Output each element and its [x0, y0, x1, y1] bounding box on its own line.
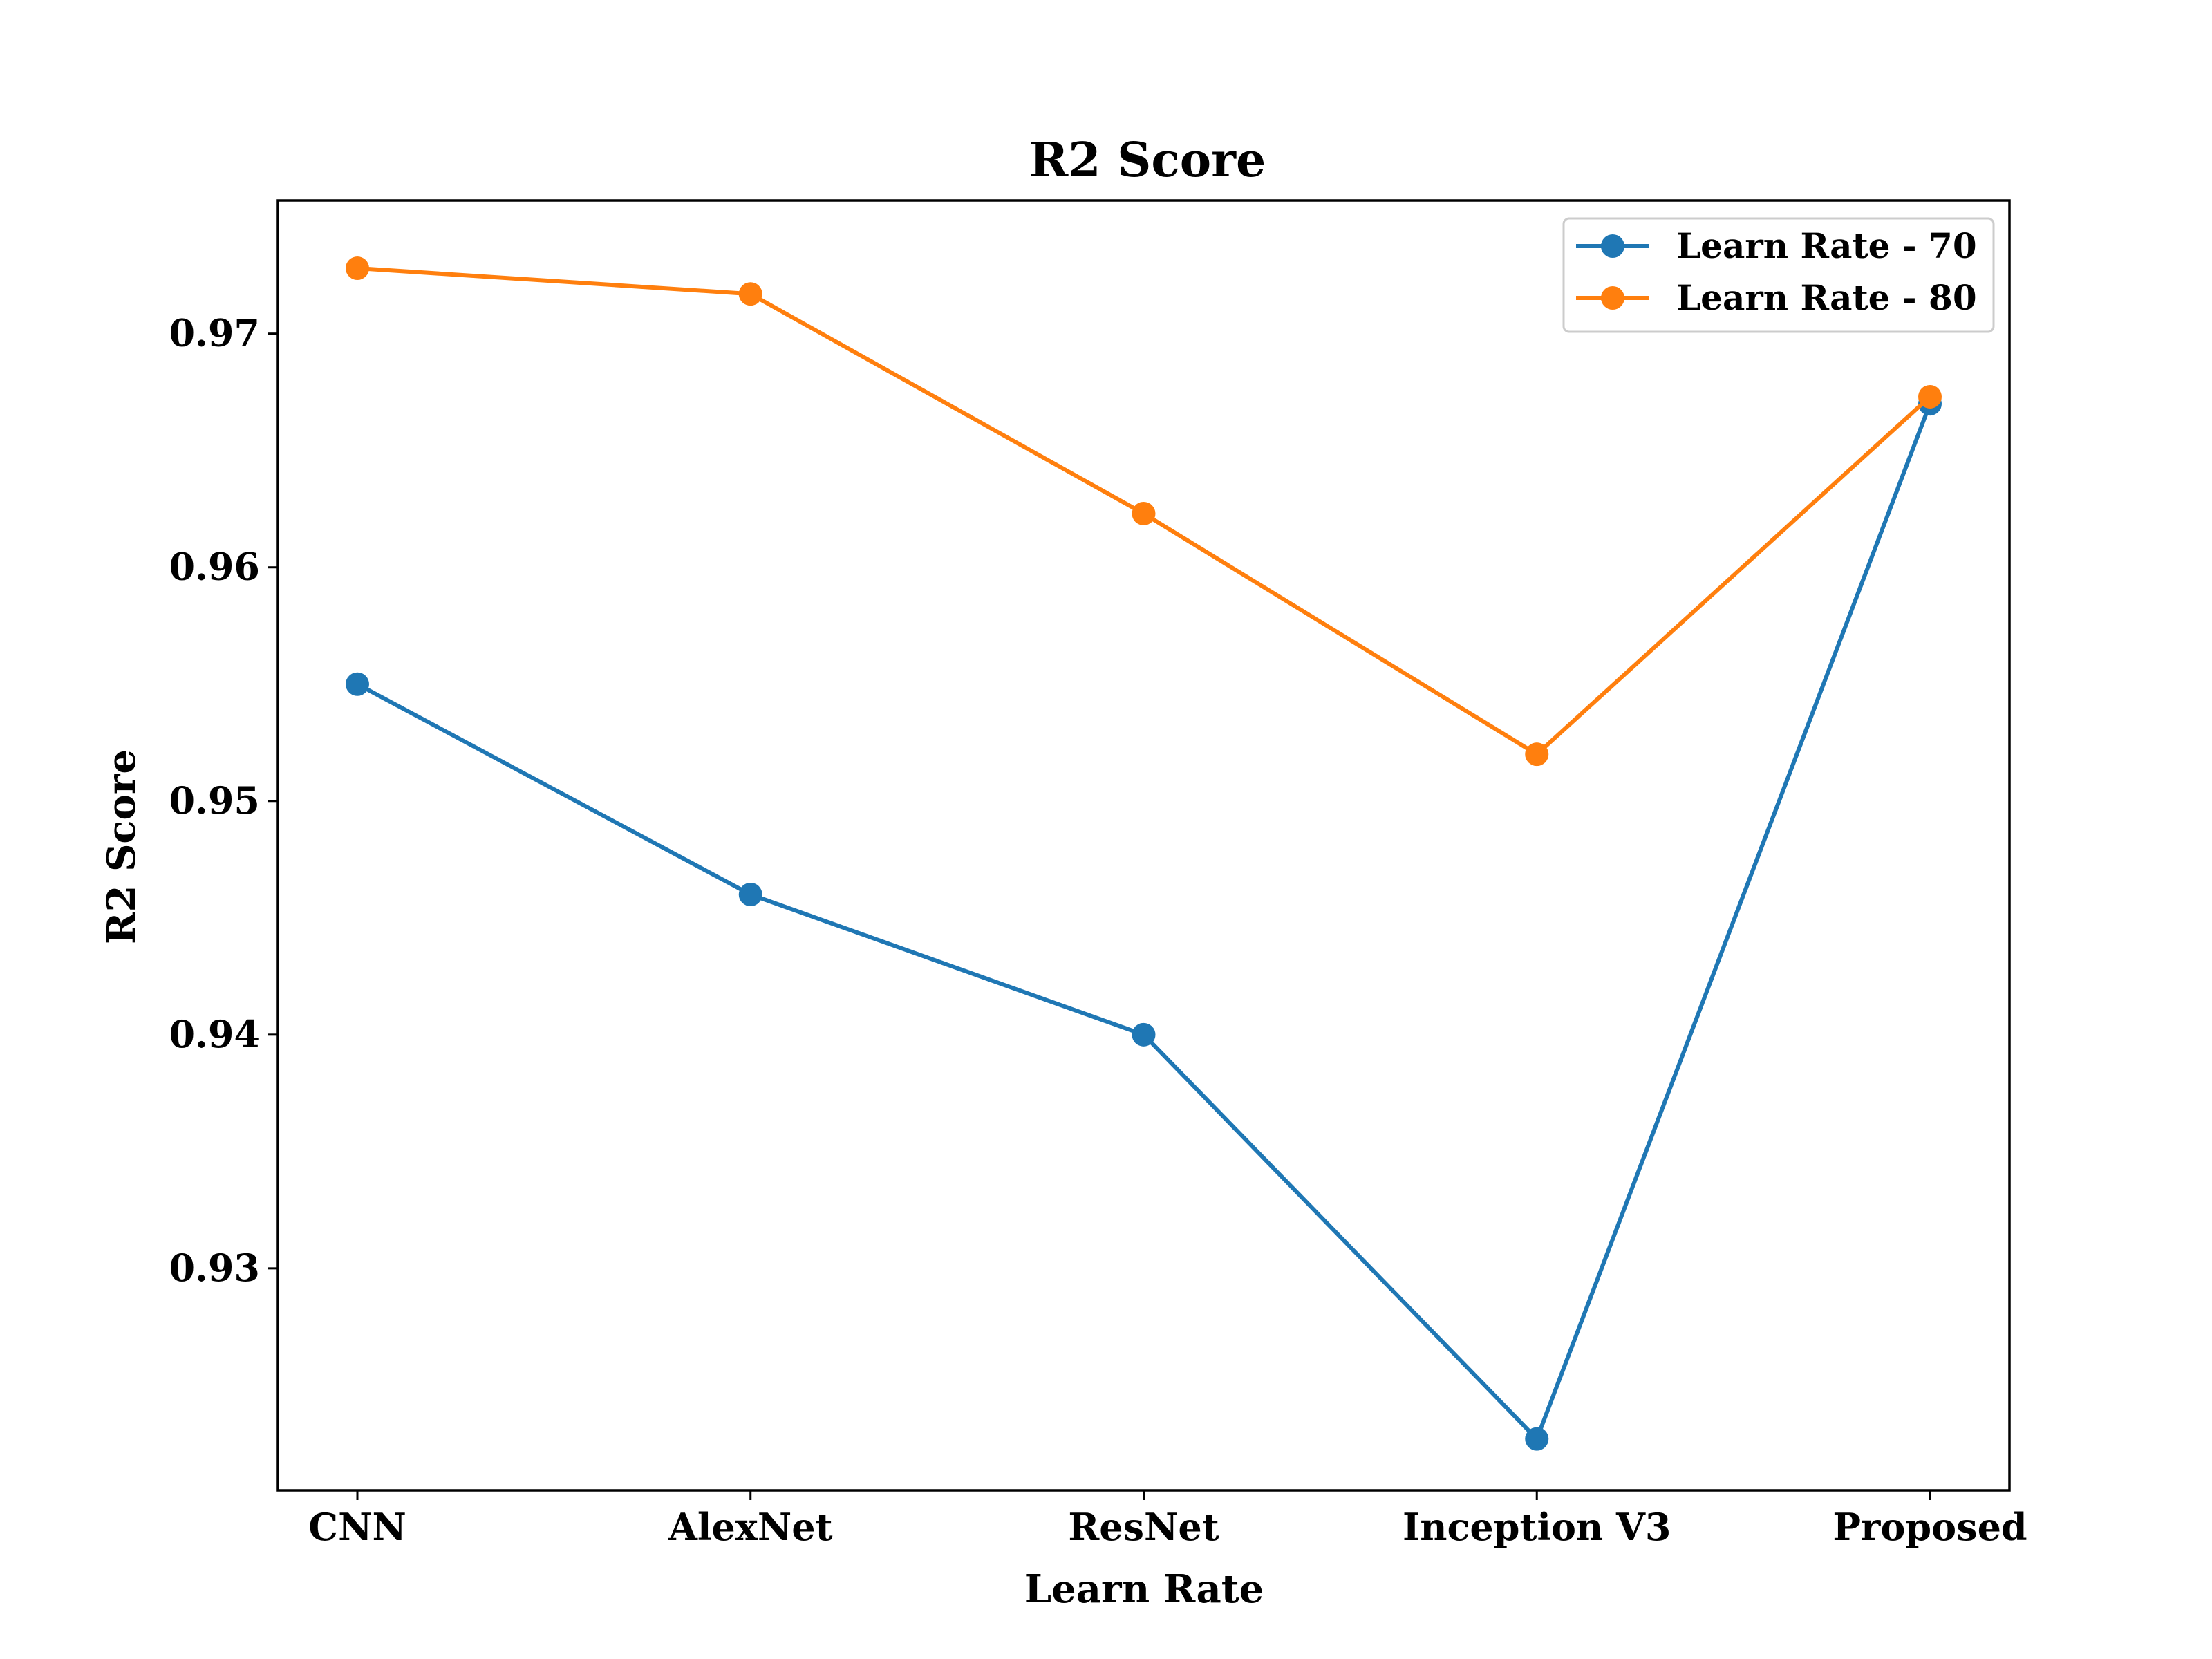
data-point-series-1: [1525, 1427, 1549, 1451]
y-tick-label: 0.94: [169, 1012, 260, 1056]
legend-label-series-2: Learn Rate - 80: [1676, 277, 1977, 318]
data-point-series-2: [1132, 501, 1156, 525]
data-point-series-1: [738, 882, 762, 906]
x-axis-label: Learn Rate: [1024, 1566, 1264, 1612]
y-tick-label: 0.96: [169, 545, 260, 589]
legend-marker-series-1: [1601, 234, 1624, 258]
legend-label-series-1: Learn Rate - 70: [1676, 225, 1977, 266]
x-tick-label: ResNet: [1068, 1505, 1219, 1549]
x-tick-label: Proposed: [1833, 1505, 2027, 1549]
x-axis-ticks: CNN AlexNet ResNet Inception V3 Proposed: [308, 1490, 2027, 1549]
x-tick-label: CNN: [308, 1505, 406, 1549]
y-tick-label: 0.95: [169, 778, 260, 823]
chart-title: R2 Score: [1029, 133, 1266, 188]
plot-area-frame: [276, 199, 2011, 1492]
data-point-series-2: [1525, 742, 1549, 767]
data-point-series-2: [738, 282, 762, 306]
data-point-series-1: [1132, 1022, 1156, 1047]
series-line-1: [356, 403, 1932, 1441]
series-layer: [346, 256, 1942, 1451]
legend-box: [1562, 217, 1995, 333]
y-axis-label: R2 Score: [99, 749, 144, 944]
data-point-series-2: [1918, 384, 1942, 409]
x-tick-label: Inception V3: [1403, 1505, 1671, 1549]
y-tick-label: 0.97: [169, 311, 260, 355]
y-tick-label: 0.93: [169, 1246, 260, 1290]
legend-marker-series-2: [1601, 286, 1624, 310]
x-tick-label: AlexNet: [668, 1505, 833, 1549]
data-point-series-1: [346, 672, 369, 696]
y-axis-ticks: 0.93 0.94 0.95 0.96 0.97: [169, 311, 278, 1290]
data-point-series-2: [346, 256, 369, 281]
legend: Learn Rate - 70 Learn Rate - 80: [1562, 217, 1995, 333]
